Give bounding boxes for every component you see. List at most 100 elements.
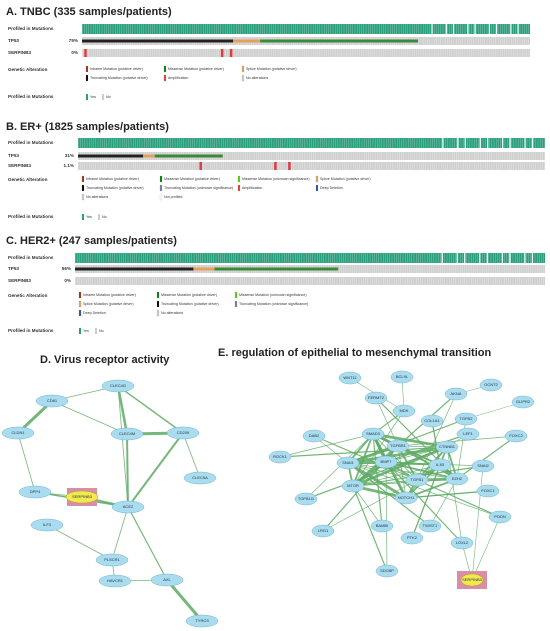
- legend-title: Genetic Alteration: [8, 67, 48, 72]
- node-label: LOXL2: [456, 540, 469, 545]
- edge: [352, 485, 383, 527]
- network-d: D. Virus receptor activity CD81 CLDN1 CLEC…: [1, 354, 219, 628]
- edge: [127, 432, 184, 508]
- node: [341, 479, 365, 493]
- node-label: PTK2: [407, 535, 418, 540]
- node: [166, 426, 200, 440]
- track-gap: [487, 138, 489, 148]
- row-label: Profiled in Mutations: [8, 26, 54, 31]
- node: [150, 573, 184, 587]
- edge: [46, 524, 113, 561]
- legend-title: Profiled in Mutations: [8, 328, 54, 333]
- edge: [385, 433, 469, 463]
- row-label: Profiled in Mutations: [8, 140, 54, 145]
- node: [418, 519, 442, 533]
- node-label: TYRO3: [195, 618, 209, 623]
- legend-label: Inframe Mutation (putative driver): [90, 67, 143, 71]
- gene-label: SERPINB3: [8, 50, 31, 55]
- node-label: SDCBP: [380, 568, 394, 573]
- node-label: DAB2: [309, 433, 320, 438]
- node: [370, 519, 394, 533]
- gene-label: SERPINB3: [8, 278, 31, 283]
- node-label: PODN: [494, 514, 506, 519]
- node: [454, 412, 478, 426]
- node-label: FERMT2: [368, 395, 385, 400]
- legend-label: No: [102, 215, 107, 219]
- edge: [116, 385, 129, 435]
- node-label: AKNA: [451, 391, 462, 396]
- node: [392, 404, 416, 418]
- node-label: ACE2: [123, 504, 134, 509]
- node-label: CD209: [177, 430, 190, 435]
- track-gap: [441, 253, 443, 263]
- legend-swatch: [315, 175, 319, 183]
- node: [294, 492, 318, 506]
- edge: [375, 397, 399, 447]
- network-e: E. regulation of epithelial to mesenchym…: [218, 347, 535, 589]
- node-label: CTNNB1: [439, 444, 456, 449]
- node: [390, 370, 414, 384]
- panel-title: C. HER2+ (247 samples/patients): [6, 235, 177, 247]
- node-label: SERPINB3: [72, 494, 93, 499]
- panel-title: E. regulation of epithelial to mesenchym…: [218, 347, 491, 359]
- legend-label: Not profiled: [164, 195, 182, 199]
- legend-label: Yes: [83, 329, 89, 333]
- splice: [193, 267, 215, 271]
- legend-swatch: [159, 193, 163, 201]
- node-label: EZH2: [452, 476, 463, 481]
- legend-label: No alterations: [86, 195, 108, 199]
- node-label: FOXC2: [509, 433, 523, 438]
- node: [65, 490, 99, 504]
- node: [95, 553, 129, 567]
- track-gap: [524, 138, 526, 148]
- node: [30, 518, 64, 532]
- panel-title: B. ER+ (1825 samples/patients): [6, 121, 169, 133]
- node-label: DPP4: [30, 489, 41, 494]
- node: [185, 614, 219, 628]
- amplification: [274, 162, 277, 170]
- legend-swatch: [156, 300, 160, 308]
- node-label: SNAI2: [477, 463, 489, 468]
- edge: [416, 393, 457, 481]
- gene-percent: 56%: [62, 266, 71, 271]
- track-gap: [531, 253, 534, 263]
- track-gap: [479, 138, 481, 148]
- track-gap: [474, 24, 476, 34]
- node: [428, 458, 452, 472]
- edge: [322, 479, 418, 532]
- panel-title: A. TNBC (335 samples/patients): [6, 6, 172, 18]
- legend-label: Missense Mutation (putative driver): [164, 177, 220, 181]
- node-label: BCL9L: [396, 374, 409, 379]
- edge: [397, 445, 407, 499]
- node-label: CLEC4G: [110, 383, 126, 388]
- legend-swatch: [95, 328, 97, 334]
- legend-swatch: [78, 300, 82, 308]
- legend-label: Missense Mutation (putative driver): [168, 67, 224, 71]
- gene-track: [75, 277, 545, 285]
- legend-label: No: [99, 329, 104, 333]
- node-label: MTOR: [347, 483, 359, 488]
- legend-label: Inframe Mutation (putative driver): [86, 177, 139, 181]
- node: [479, 378, 503, 392]
- legend-swatch: [85, 65, 89, 73]
- node-label: CLEC5A: [192, 475, 208, 480]
- legend-label: Truncating Mutation (unknown significanc…: [239, 302, 308, 306]
- legend-swatch: [241, 74, 245, 82]
- legend-swatch: [102, 94, 104, 100]
- row-label: Profiled in Mutations: [8, 255, 54, 260]
- node: [374, 455, 398, 469]
- legend-title: Profiled in Mutations: [8, 94, 54, 99]
- edge: [352, 485, 388, 572]
- node: [511, 395, 535, 409]
- legend-title: Profiled in Mutations: [8, 214, 54, 219]
- legend-swatch: [156, 309, 160, 317]
- node-label: TGFB1I1: [298, 496, 315, 501]
- track-gap: [524, 253, 526, 263]
- splice: [233, 39, 261, 43]
- node-label: AXL: [163, 577, 171, 582]
- node-label: WNT11: [343, 375, 357, 380]
- legend-label: Amplification: [242, 186, 262, 190]
- node-label: PLSCR1: [104, 557, 120, 562]
- edge: [385, 461, 463, 544]
- track-gap: [509, 138, 511, 148]
